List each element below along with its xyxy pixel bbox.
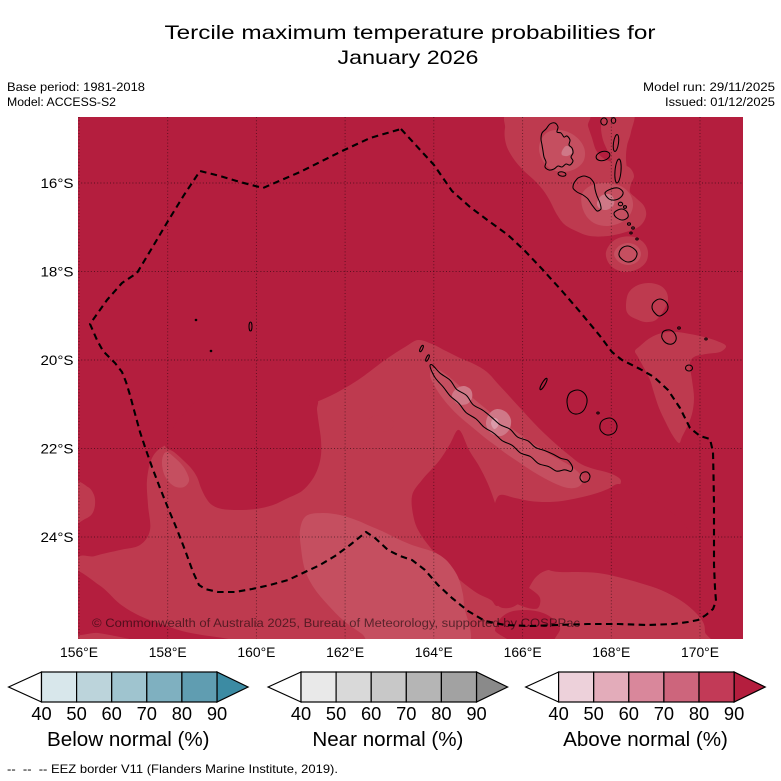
svg-text:Tercile maximum temperature pr: Tercile maximum temperature probabilitie…: [165, 22, 657, 44]
svg-text:60: 60: [619, 703, 639, 724]
svg-text:50: 50: [584, 703, 604, 724]
svg-text:90: 90: [724, 703, 744, 724]
svg-text:50: 50: [66, 703, 86, 724]
svg-text:156°E: 156°E: [60, 645, 98, 661]
svg-text:40: 40: [548, 703, 568, 724]
svg-text:22°S: 22°S: [41, 442, 74, 458]
svg-text:80: 80: [689, 703, 709, 724]
svg-text:160°E: 160°E: [237, 645, 275, 661]
svg-text:Below normal (%): Below normal (%): [47, 728, 210, 751]
svg-text:50: 50: [326, 703, 346, 724]
svg-text:40: 40: [31, 703, 51, 724]
svg-text:70: 70: [137, 703, 157, 724]
svg-text:Model run: 29/11/2025: Model run: 29/11/2025: [643, 80, 775, 94]
svg-text:162°E: 162°E: [326, 645, 364, 661]
svg-text:Above normal (%): Above normal (%): [563, 728, 728, 751]
svg-text:80: 80: [172, 703, 192, 724]
svg-text:70: 70: [654, 703, 674, 724]
svg-text:40: 40: [291, 703, 311, 724]
svg-text:168°E: 168°E: [592, 645, 630, 661]
svg-text:Base period: 1981-2018: Base period: 1981-2018: [7, 80, 145, 94]
svg-text:Model: ACCESS-S2: Model: ACCESS-S2: [7, 95, 116, 109]
svg-text:24°S: 24°S: [41, 530, 74, 546]
svg-text:90: 90: [466, 703, 486, 724]
svg-text:-- -- -- EEZ border V11 (Fla: -- -- -- EEZ border V11 (Flanders Marine…: [7, 762, 338, 776]
svg-text:170°E: 170°E: [681, 645, 719, 661]
svg-text:80: 80: [431, 703, 451, 724]
svg-text:20°S: 20°S: [41, 353, 74, 369]
svg-text:Issued: 01/12/2025: Issued: 01/12/2025: [665, 95, 775, 109]
svg-text:18°S: 18°S: [41, 265, 74, 281]
svg-text:90: 90: [207, 703, 227, 724]
svg-text:158°E: 158°E: [149, 645, 187, 661]
svg-text:60: 60: [361, 703, 381, 724]
svg-text:166°E: 166°E: [504, 645, 542, 661]
svg-text:© Commonwealth of Australia 20: © Commonwealth of Australia 2025, Bureau…: [92, 616, 580, 630]
svg-text:16°S: 16°S: [41, 176, 74, 192]
svg-text:164°E: 164°E: [415, 645, 453, 661]
svg-text:70: 70: [396, 703, 416, 724]
svg-text:Near normal (%): Near normal (%): [312, 728, 463, 751]
svg-text:60: 60: [102, 703, 122, 724]
svg-text:January 2026: January 2026: [338, 47, 479, 69]
